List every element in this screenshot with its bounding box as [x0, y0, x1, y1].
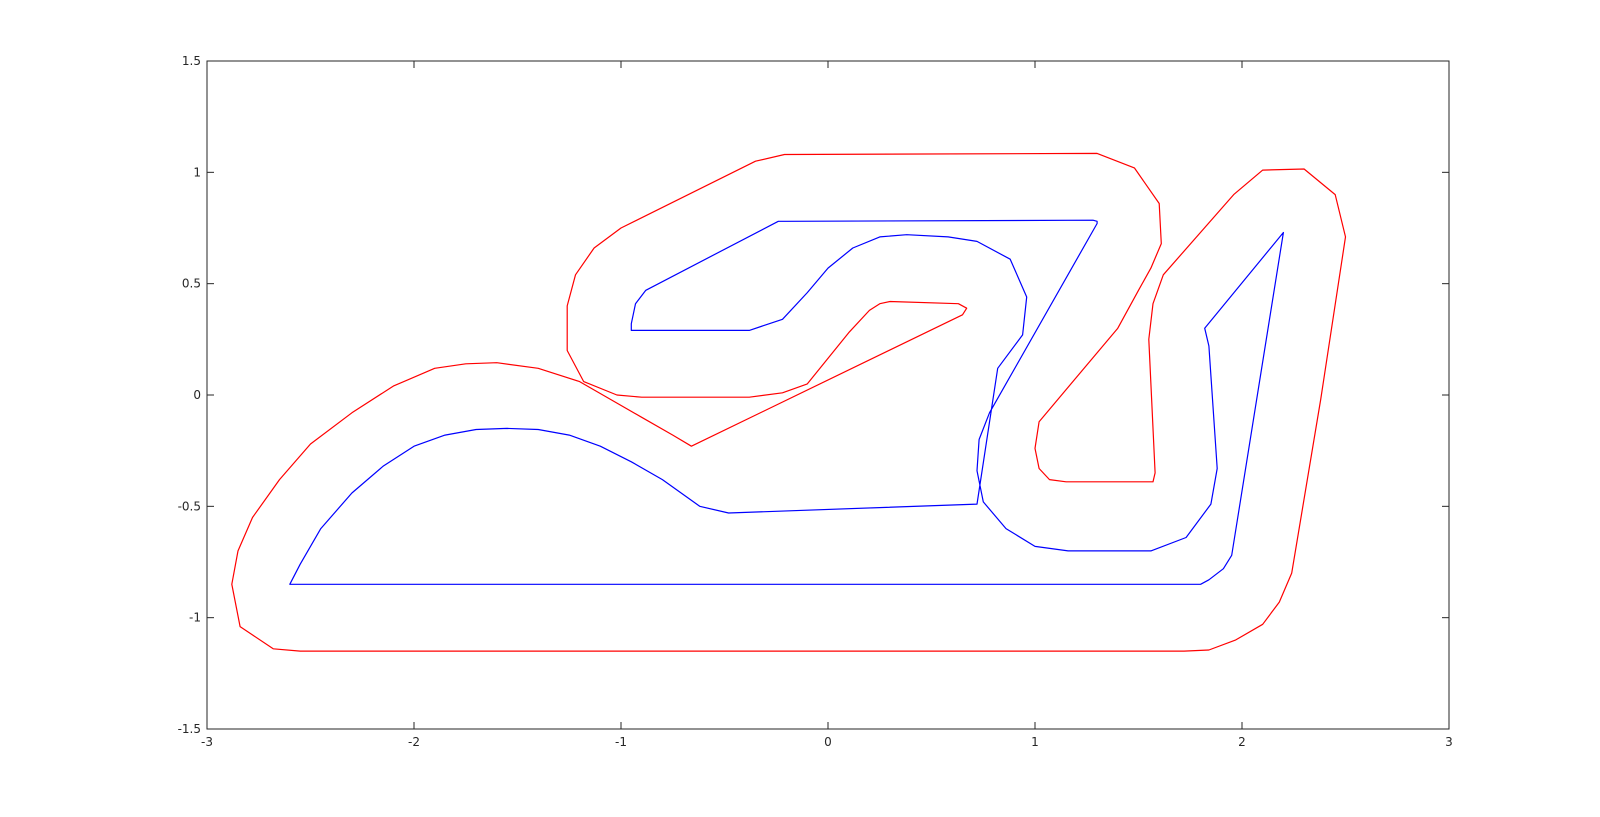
x-tick-label: 3: [1445, 735, 1453, 749]
y-tick-label: 1.5: [182, 54, 201, 68]
y-tick-label: -0.5: [178, 499, 201, 513]
y-tick-label: 1: [193, 165, 201, 179]
plot-series: [231, 152, 1347, 652]
x-tick-label: -3: [201, 735, 213, 749]
y-tick-label: 0: [193, 388, 201, 402]
axis-tick-labels: -3 -2 -1 0 1 2 3 1.5 1 0.5 0 -0.5 -1 -1.5: [178, 54, 1453, 749]
x-tick-label: 1: [1031, 735, 1039, 749]
x-tick-label: 2: [1238, 735, 1246, 749]
x-tick-label: 0: [824, 735, 832, 749]
y-tick-label: -1: [189, 611, 201, 625]
y-tick-label: -1.5: [178, 722, 201, 736]
axes-box: [206, 60, 1450, 730]
y-tick-label: 0.5: [182, 277, 201, 291]
inner-boundary-line: [289, 219, 1285, 585]
axis-ticks: [206, 60, 1450, 730]
x-tick-label: -2: [408, 735, 420, 749]
x-tick-label: -1: [615, 735, 627, 749]
outer-boundary-line: [231, 152, 1347, 652]
